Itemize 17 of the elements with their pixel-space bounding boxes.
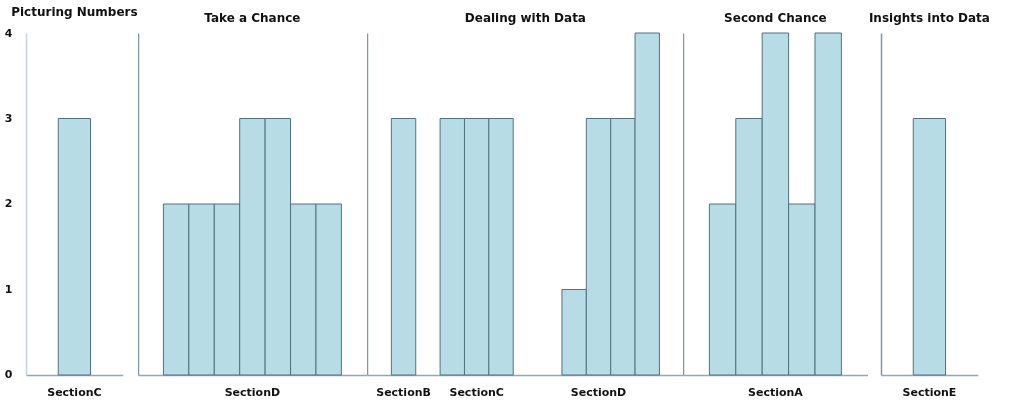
x-tick-label: SectionD [570,386,626,400]
chart-title: Insights into Data [869,11,991,25]
x-tick-label: SectionC [47,386,102,400]
y-tick-label: 1 [4,283,13,296]
y-tick-label: 0 [4,368,13,382]
chart-title: Take a Chance [204,11,301,25]
x-tick-label: SectionC [449,386,504,400]
x-tick-label: SectionA [748,386,804,400]
x-tick-label: SectionB [375,386,431,400]
chart-title: Picturing Numbers [11,5,138,19]
chart-title: Second Chance [724,10,828,25]
x-tick-label: SectionE [902,386,957,400]
chart-title: Dealing with Data [464,10,586,25]
y-tick-label: 2 [4,197,13,211]
x-tick-label: SectionD [224,386,280,400]
y-tick-label: 3 [4,112,13,125]
y-tick-label: 4 [4,26,13,40]
